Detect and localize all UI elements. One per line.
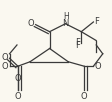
Text: F: F (94, 17, 98, 26)
Text: F: F (75, 41, 80, 50)
Text: O: O (80, 92, 87, 101)
Text: O: O (94, 62, 100, 71)
Text: F: F (75, 38, 80, 47)
Text: H: H (63, 12, 69, 22)
Text: N: N (62, 19, 68, 28)
Text: O: O (2, 62, 8, 71)
Text: O: O (14, 74, 21, 83)
Text: O: O (27, 19, 34, 28)
Text: O: O (2, 53, 8, 62)
Text: O: O (14, 92, 21, 101)
